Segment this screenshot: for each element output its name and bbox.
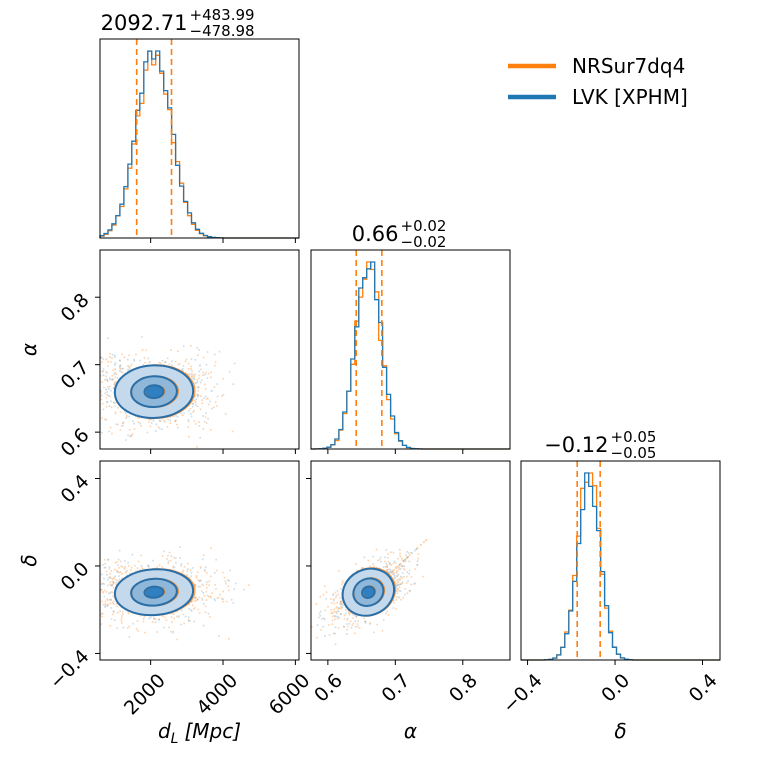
legend-label-1: LVK [XPHM] bbox=[572, 85, 688, 109]
title-median-alpha: 0.66 bbox=[352, 222, 399, 246]
contour-lvk-2-dL-delta bbox=[143, 585, 165, 599]
panel-dL-alpha bbox=[99, 249, 300, 450]
xlabel-dL: dL [Mpc] bbox=[158, 719, 241, 747]
contour-lvk-2-dL-alpha bbox=[143, 384, 165, 400]
xtick-label-delta-1: 0.0 bbox=[597, 670, 634, 707]
hist-frame-dL bbox=[99, 38, 300, 239]
title-lower-delta: −0.05 bbox=[611, 444, 657, 462]
xlabel-alpha: α bbox=[404, 719, 417, 743]
contour-lvk-1-alpha-delta bbox=[352, 577, 385, 607]
panel-frame-alpha-delta bbox=[310, 460, 511, 661]
ytick-label-alpha-0: 0.6 bbox=[57, 424, 94, 461]
xtick-label-delta-2: 0.4 bbox=[685, 670, 722, 707]
ytick-label-delta-0: −0.4 bbox=[45, 645, 93, 693]
xtick-label-dL-2: 6000 bbox=[265, 670, 315, 720]
svg-text:dL[Mpc]: dL [Mpc] bbox=[158, 719, 241, 747]
contour-lvk-0-dL-alpha bbox=[113, 364, 195, 419]
hist-frame-delta bbox=[520, 460, 721, 661]
ytick-label-delta-2: 0.4 bbox=[57, 470, 94, 507]
panel-frame-dL-alpha bbox=[99, 249, 300, 450]
hist-bg-delta bbox=[521, 461, 720, 660]
contour-fill-2-dL-delta bbox=[144, 586, 164, 598]
contour-lvk-1-dL-delta bbox=[130, 577, 178, 607]
hist-panel-dL: 2092.71 +483.99−478.98 bbox=[99, 6, 300, 239]
title-lower-alpha: −0.02 bbox=[401, 233, 447, 251]
xtick-label-alpha-1: 0.7 bbox=[378, 670, 415, 707]
hist-bg-alpha bbox=[311, 250, 510, 449]
xtick-label-dL-1: 4000 bbox=[192, 670, 242, 720]
ytick-label-delta-1: 0.0 bbox=[57, 558, 94, 595]
xtick-label-alpha-2: 0.8 bbox=[445, 670, 482, 707]
ylabel-alpha: α bbox=[17, 343, 41, 356]
title-upper-alpha: +0.02 bbox=[401, 217, 447, 235]
xtick-label-alpha-0: 0.6 bbox=[310, 670, 347, 707]
contour-lvk-0-dL-delta bbox=[113, 568, 195, 617]
panel-content-dL-delta bbox=[100, 546, 250, 641]
contour-fill-2-alpha-delta bbox=[362, 586, 375, 598]
hist-panel-delta: −0.12 +0.05−0.05 bbox=[520, 428, 721, 661]
panel-frame-dL-delta bbox=[99, 460, 300, 661]
contour-lvk-1-dL-alpha bbox=[130, 375, 178, 409]
panel-alpha-delta bbox=[310, 460, 511, 661]
xtick-label-dL-0: 2000 bbox=[120, 670, 170, 720]
contour-lvk-0-alpha-delta bbox=[341, 567, 396, 617]
hist-bg-dL bbox=[100, 39, 299, 238]
title-median-dL: 2092.71 bbox=[101, 11, 188, 35]
ytick-label-alpha-2: 0.8 bbox=[57, 289, 94, 326]
xlabel-delta: δ bbox=[614, 719, 626, 743]
panel-content-alpha-delta bbox=[311, 539, 428, 646]
title-upper-delta: +0.05 bbox=[611, 428, 657, 446]
title-upper-dL: +483.99 bbox=[190, 6, 255, 24]
legend: NRSur7dq4 LVK [XPHM] bbox=[508, 54, 688, 109]
hist-frame-alpha bbox=[310, 249, 511, 450]
xlabel-dL-unit: [Mpc] bbox=[184, 719, 241, 743]
ytick-label-alpha-1: 0.7 bbox=[57, 357, 94, 394]
legend-label-0: NRSur7dq4 bbox=[572, 54, 685, 78]
ylabel-delta: δ bbox=[17, 554, 41, 566]
scatter-nrsur-dL-delta bbox=[100, 547, 250, 641]
contour-fill-2-dL-alpha bbox=[144, 385, 164, 399]
title-lower-dL: −478.98 bbox=[190, 22, 255, 40]
contour-lvk-2-alpha-delta bbox=[361, 585, 376, 599]
xtick-label-delta-0: −0.4 bbox=[499, 670, 547, 718]
panel-dL-delta bbox=[99, 460, 300, 661]
xlabel-dL-sub: L bbox=[171, 731, 179, 747]
xlabel-dL-main: d bbox=[158, 719, 171, 743]
hist-panel-alpha: 0.66 +0.02−0.02 bbox=[310, 217, 511, 450]
panel-content-dL-alpha bbox=[100, 336, 236, 448]
title-median-delta: −0.12 bbox=[544, 433, 608, 457]
